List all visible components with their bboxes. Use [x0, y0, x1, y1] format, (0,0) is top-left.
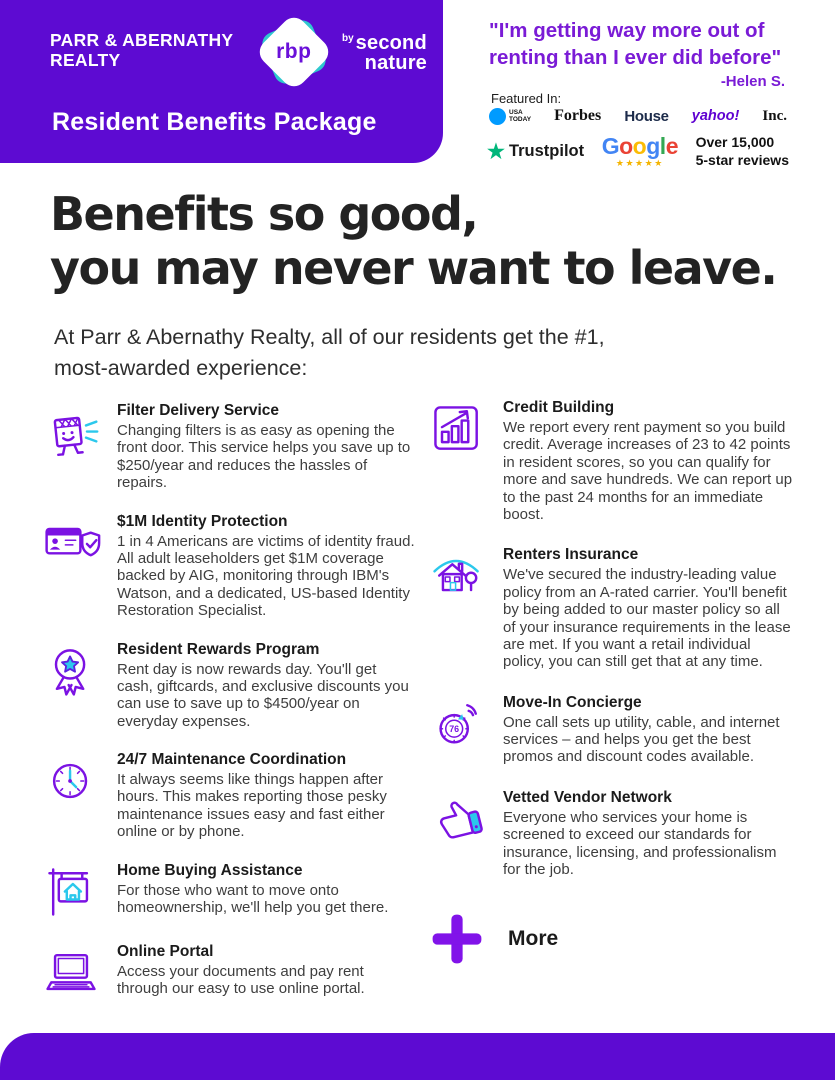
- google-word: Google: [601, 133, 679, 159]
- google-logo: Google ★★★★★: [601, 133, 679, 168]
- trustpilot-star-icon: ★: [487, 140, 505, 163]
- trustpilot-logo: ★ Trustpilot: [487, 142, 584, 162]
- brand-line1: second: [355, 32, 427, 54]
- benefit-home-buying: Home Buying Assistance For those who wan…: [38, 862, 418, 922]
- filter-delivery-icon: [38, 402, 104, 492]
- house-logo: House: [624, 107, 669, 125]
- maintenance-clock-icon: [38, 751, 104, 841]
- by-second-nature-logo: by second nature: [342, 32, 427, 74]
- benefit-title: $1M Identity Protection: [117, 512, 288, 530]
- subheadline-line2: most-awarded experience:: [54, 355, 308, 380]
- benefit-title: Online Portal: [117, 942, 214, 960]
- package-title: Resident Benefits Package: [52, 108, 377, 136]
- benefit-description: Changing filters is as easy as opening t…: [117, 422, 411, 492]
- benefit-description: Rent day is now rewards day. You'll get …: [117, 660, 409, 730]
- move-in-concierge-icon: 76: [424, 694, 490, 766]
- benefit-identity-protection: $1M Identity Protection 1 in 4 Americans…: [38, 513, 418, 620]
- benefit-renters-insurance: Renters Insurance We've secured the indu…: [424, 546, 810, 670]
- google-stars-icon: ★★★★★: [615, 158, 664, 168]
- benefit-description: It always seems like things happen after…: [117, 771, 387, 841]
- benefits-column-left: Filter Delivery Service Changing filters…: [38, 402, 418, 1024]
- headline-line1: Benefits so good,: [50, 187, 479, 241]
- benefit-move-in-concierge: 76 Move-In Concierge One call sets up ut…: [424, 694, 810, 766]
- benefit-vetted-vendors: Vetted Vendor Network Everyone who servi…: [424, 789, 810, 879]
- reviews-row: ★ Trustpilot Google ★★★★★ Over 15,000 5-s…: [487, 134, 789, 169]
- forbes-logo: Forbes: [554, 107, 602, 124]
- rbp-logo-text: rbp: [276, 39, 312, 63]
- benefit-more: More: [424, 909, 810, 969]
- benefit-filter-delivery: Filter Delivery Service Changing filters…: [38, 402, 418, 492]
- brand-line2: nature: [364, 52, 427, 74]
- quote-line1: "I'm getting way more out of: [489, 19, 765, 42]
- by-label: by: [342, 33, 354, 44]
- company-name-line1: PARR & ABERNATHY: [50, 30, 234, 50]
- dial-value: 76: [449, 724, 459, 734]
- benefit-title: Vetted Vendor Network: [503, 788, 672, 806]
- footer-bar: [0, 1033, 835, 1080]
- more-plus-icon: [424, 909, 490, 969]
- usa-today-dot-icon: [489, 107, 506, 125]
- testimonial-attribution: -Helen S.: [720, 73, 785, 91]
- identity-protection-icon: [38, 513, 104, 620]
- reviews-count: Over 15,000 5-star reviews: [696, 134, 789, 169]
- reviews-line1: Over 15,000: [695, 134, 775, 150]
- quote-line2: renting than I ever did before": [489, 45, 782, 69]
- benefit-maintenance: 24/7 Maintenance Coordination It always …: [38, 751, 418, 841]
- benefit-description: We report every rent payment so you buil…: [503, 419, 793, 523]
- rbp-diamond-icon: rbp: [254, 12, 334, 92]
- featured-logo-row: USA TODAY Forbes House yahoo! Inc.: [489, 103, 787, 129]
- usa-today-text1: USA: [509, 108, 523, 116]
- benefit-title: Filter Delivery Service: [117, 402, 279, 419]
- trustpilot-text: Trustpilot: [508, 142, 585, 160]
- subheadline-line1: At Parr & Abernathy Realty, all of our r…: [54, 325, 605, 349]
- reviews-line2: 5-star reviews: [695, 151, 789, 168]
- benefit-description: One call sets up utility, cable, and int…: [503, 713, 780, 766]
- benefit-resident-rewards: Resident Rewards Program Rent day is now…: [38, 641, 418, 731]
- benefit-description: 1 in 4 Americans are victims of identity…: [117, 532, 415, 620]
- benefit-title: Move-In Concierge: [503, 693, 642, 711]
- renters-insurance-icon: [424, 546, 490, 670]
- headline-line2: you may never want to leave.: [50, 240, 778, 295]
- subheadline: At Parr & Abernathy Realty, all of our r…: [54, 322, 605, 383]
- usa-today-logo: USA TODAY: [489, 107, 532, 125]
- benefit-title: Home Buying Assistance: [117, 861, 303, 879]
- inc-logo: Inc.: [762, 107, 787, 124]
- benefit-title: Resident Rewards Program: [117, 640, 320, 658]
- usa-today-text2: TODAY: [509, 116, 532, 123]
- benefit-title: 24/7 Maintenance Coordination: [117, 751, 347, 769]
- vetted-vendors-thumbs-up-icon: [424, 789, 490, 879]
- online-portal-laptop-icon: [38, 943, 104, 1003]
- headline: Benefits so good, you may never want to …: [50, 187, 778, 296]
- header-panel: PARR & ABERNATHY REALTY rbp by second natur…: [0, 0, 443, 163]
- resident-rewards-icon: [38, 641, 104, 731]
- benefit-description: Everyone who services your home is scree…: [503, 808, 777, 879]
- benefit-title: Credit Building: [503, 399, 615, 416]
- credit-building-icon: [424, 399, 490, 523]
- benefit-description: We've secured the industry-leading value…: [503, 566, 791, 671]
- more-label: More: [508, 927, 559, 951]
- company-name-line2: REALTY: [50, 50, 121, 71]
- yahoo-logo: yahoo!: [691, 108, 740, 124]
- benefit-title: Renters Insurance: [503, 546, 639, 564]
- featured-label: Featured In:: [491, 91, 562, 106]
- testimonial-quote: "I'm getting way more out of renting tha…: [489, 18, 799, 92]
- company-name: PARR & ABERNATHY REALTY: [50, 30, 233, 70]
- benefit-description: For those who want to move onto homeowne…: [117, 881, 389, 917]
- benefit-credit-building: Credit Building We report every rent pay…: [424, 399, 810, 523]
- rbp-diamond-white: rbp: [254, 12, 334, 92]
- benefit-online-portal: Online Portal Access your documents and …: [38, 943, 418, 1003]
- home-buying-sign-icon: [38, 862, 104, 922]
- rbp-logo: rbp by second nature: [250, 10, 440, 102]
- benefits-column-right: Credit Building We report every rent pay…: [424, 399, 810, 969]
- benefit-description: Access your documents and pay rent throu…: [117, 962, 365, 998]
